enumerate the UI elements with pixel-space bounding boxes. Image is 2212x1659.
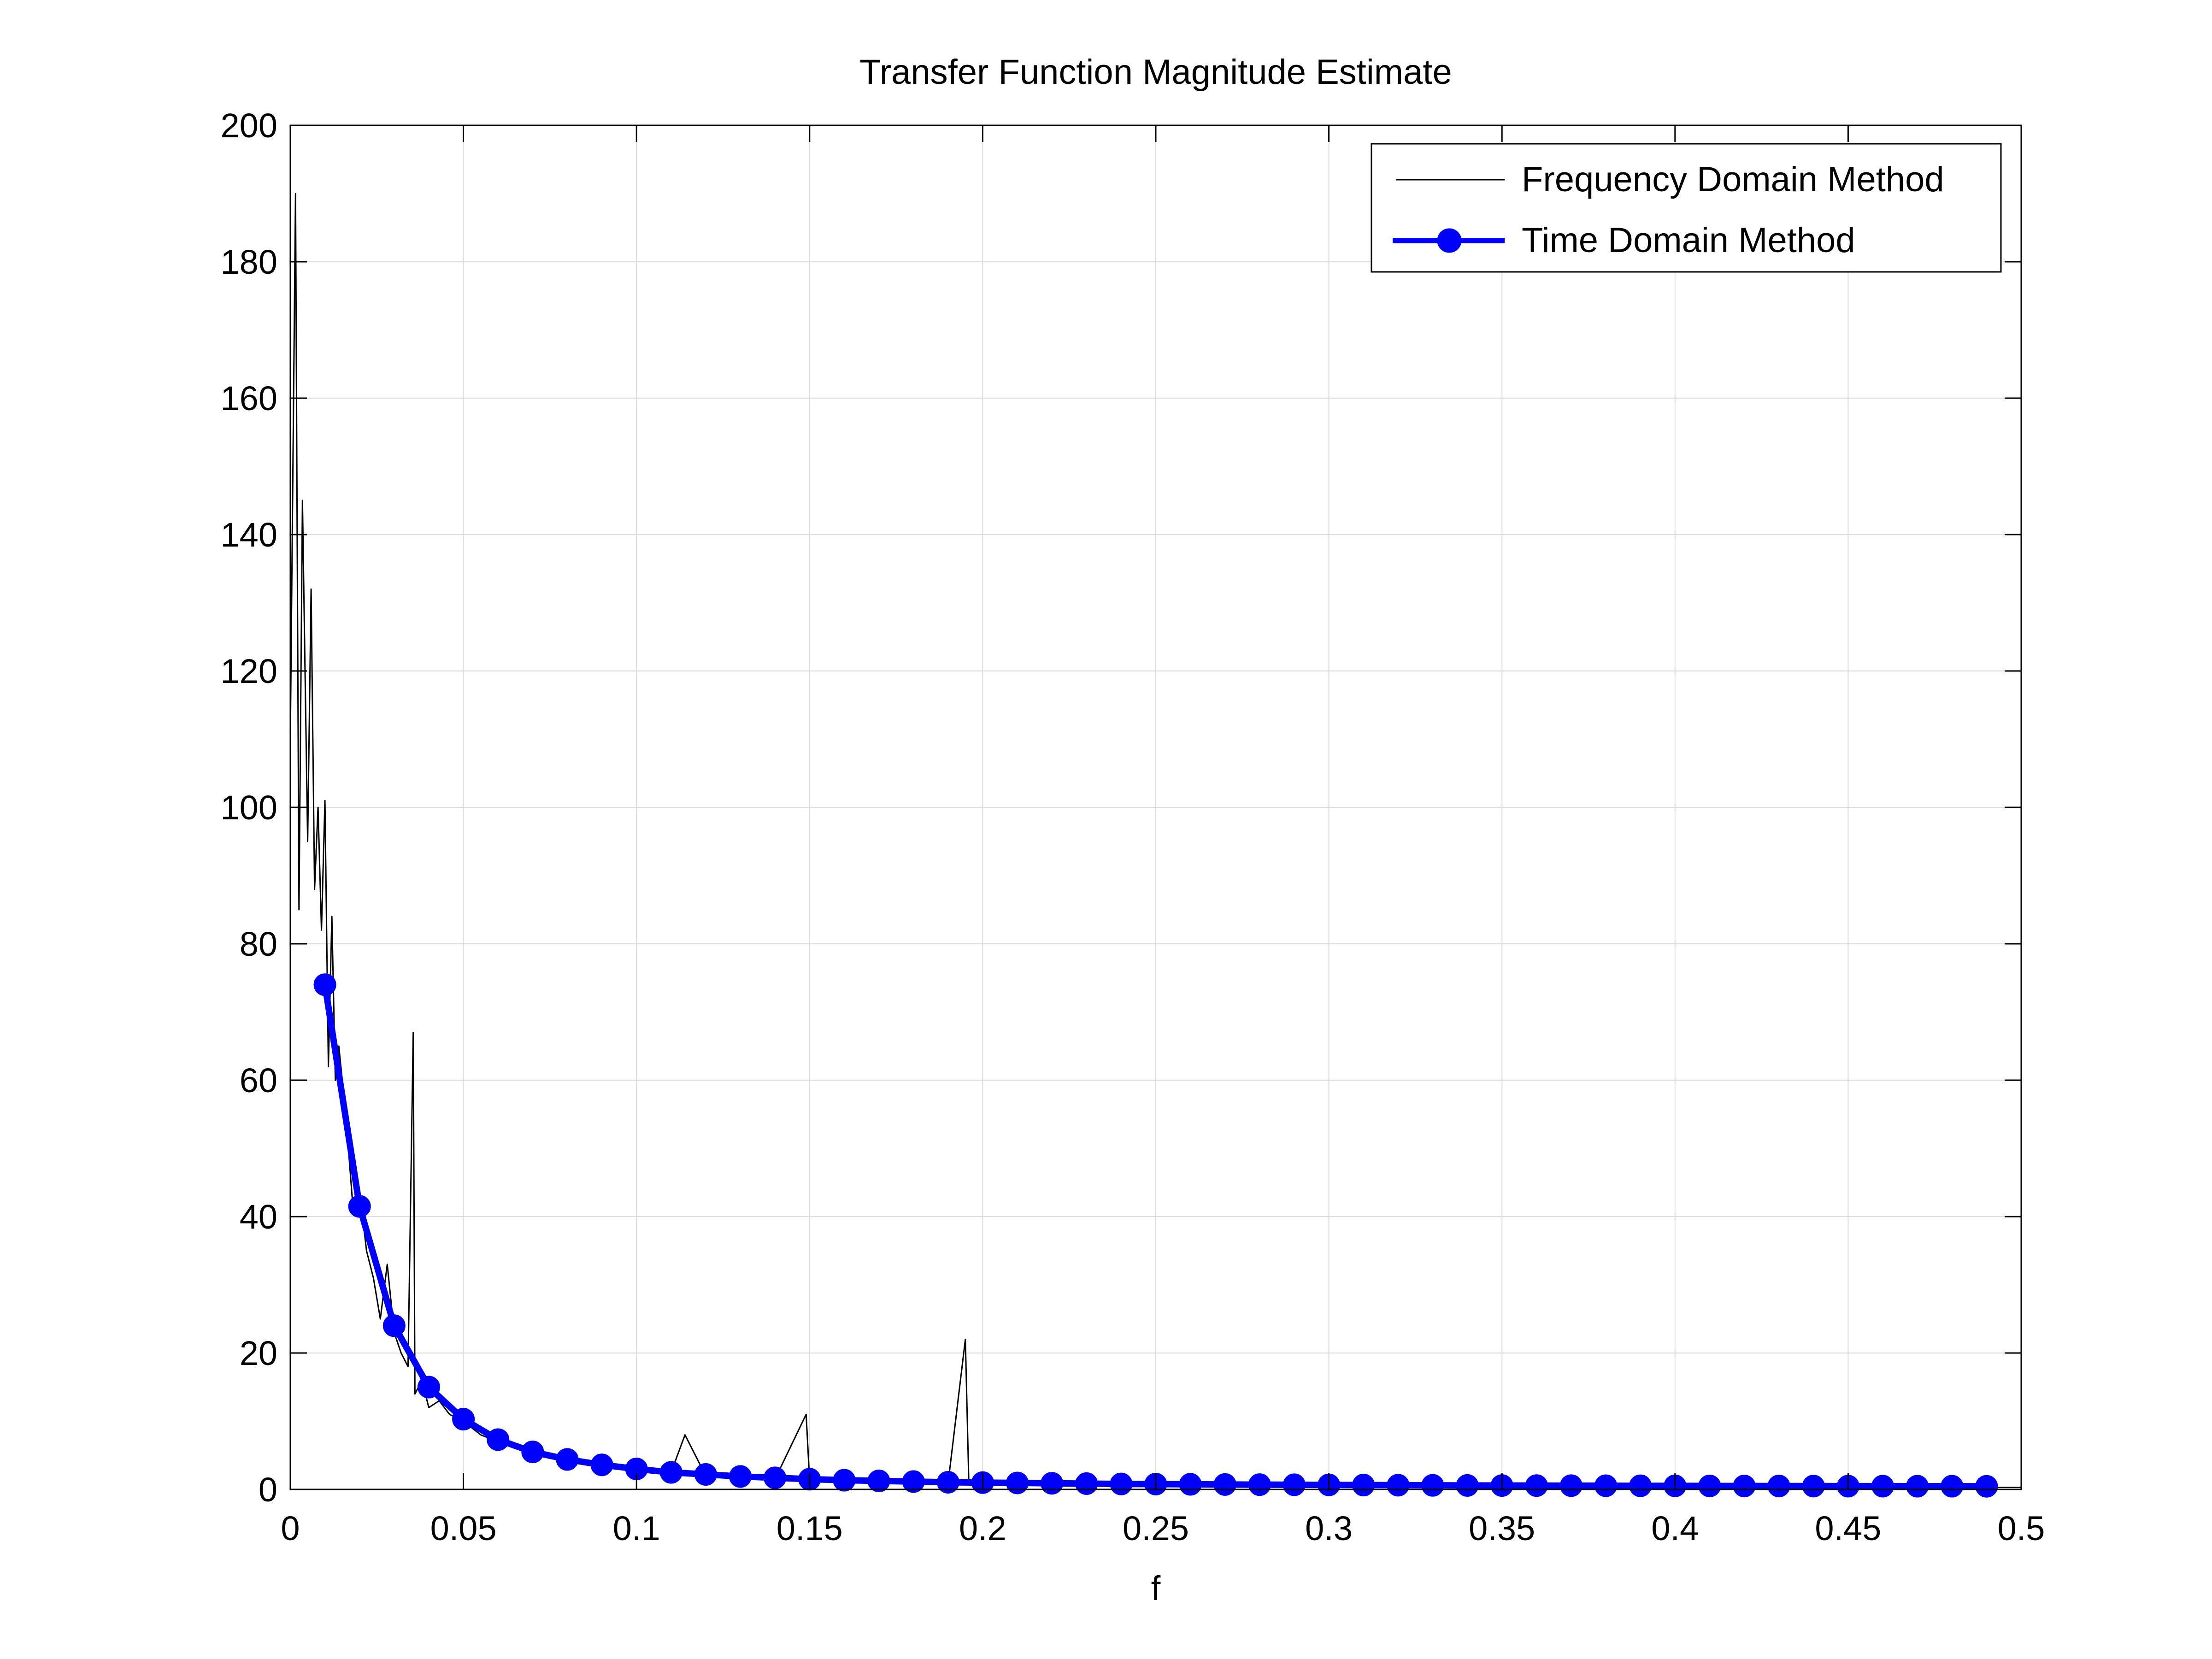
- time-domain-marker: [1767, 1475, 1790, 1498]
- time-domain-marker: [452, 1408, 475, 1431]
- time-domain-marker: [1248, 1473, 1271, 1496]
- time-domain-marker: [867, 1470, 890, 1492]
- y-tick-label: 160: [221, 379, 277, 418]
- chart-title: Transfer Function Magnitude Estimate: [859, 53, 1452, 92]
- axes-ticks: 0 0.05 0.1 0.15 0.2 0.25 0.3 0.35 0.4 0.45 0.5 0 20 4…: [221, 106, 2045, 1547]
- time-domain-marker: [1352, 1474, 1375, 1497]
- x-tick-label: 0.45: [1815, 1509, 1881, 1547]
- x-tick-label: 0.4: [1651, 1509, 1699, 1547]
- time-domain-marker: [1906, 1475, 1929, 1498]
- legend-label-frequency-domain: Frequency Domain Method: [1522, 160, 1944, 199]
- x-tick-label: 0.15: [777, 1509, 843, 1547]
- time-domain-marker: [936, 1471, 959, 1494]
- time-domain-marker: [902, 1470, 925, 1493]
- y-tick-label: 140: [221, 516, 277, 554]
- time-domain-marker: [1179, 1473, 1202, 1496]
- x-tick-label: 0.1: [613, 1509, 660, 1547]
- y-tick-label: 40: [240, 1198, 277, 1236]
- y-tick-label: 20: [240, 1334, 277, 1372]
- time-domain-marker: [1387, 1474, 1410, 1497]
- x-tick-label: 0.5: [1998, 1509, 2045, 1547]
- x-tick-label: 0.05: [430, 1509, 497, 1547]
- legend-box: [1371, 143, 2002, 273]
- time-domain-marker: [1041, 1472, 1064, 1495]
- time-domain-marker: [1075, 1472, 1098, 1495]
- time-domain-marker: [833, 1469, 856, 1492]
- legend-marker-time-domain: [1437, 228, 1462, 253]
- y-tick-label: 80: [240, 925, 277, 963]
- time-domain-marker: [1110, 1472, 1133, 1495]
- time-domain-marker: [764, 1466, 787, 1489]
- time-domain-marker: [659, 1461, 682, 1484]
- time-domain-marker: [1213, 1473, 1236, 1496]
- time-domain-marker: [382, 1314, 406, 1337]
- y-tick-label: 200: [221, 106, 277, 145]
- y-tick-label: 120: [221, 652, 277, 690]
- time-domain-marker: [556, 1448, 579, 1471]
- time-domain-marker: [1006, 1471, 1029, 1494]
- time-domain-marker: [521, 1441, 544, 1464]
- time-domain-marker: [487, 1428, 510, 1451]
- time-domain-marker: [1871, 1475, 1894, 1498]
- time-domain-marker: [1594, 1474, 1618, 1497]
- time-domain-marker: [348, 1195, 371, 1218]
- x-axis-label: f: [1151, 1569, 1161, 1607]
- legend-label-time-domain: Time Domain Method: [1522, 221, 1855, 260]
- time-domain-marker: [1802, 1475, 1825, 1498]
- time-domain-marker: [590, 1453, 613, 1477]
- x-tick-label: 0.25: [1123, 1509, 1189, 1547]
- time-domain-marker: [1941, 1475, 1964, 1498]
- x-tick-label: 0.35: [1469, 1509, 1535, 1547]
- x-tick-label: 0.3: [1305, 1509, 1353, 1547]
- legend: Frequency Domain Method Time Domain Meth…: [1371, 143, 2002, 273]
- y-tick-label: 0: [259, 1471, 277, 1509]
- time-domain-marker: [417, 1376, 440, 1399]
- time-domain-marker: [1456, 1474, 1479, 1497]
- time-domain-marker: [313, 973, 336, 996]
- time-domain-marker: [694, 1463, 717, 1486]
- y-tick-label: 60: [240, 1061, 277, 1100]
- time-domain-marker: [1525, 1474, 1548, 1497]
- y-tick-label: 180: [221, 243, 277, 281]
- x-tick-label: 0.2: [959, 1509, 1006, 1547]
- time-domain-marker: [729, 1465, 752, 1488]
- time-domain-marker: [1698, 1474, 1721, 1497]
- y-tick-label: 100: [221, 788, 277, 827]
- time-domain-marker: [1733, 1475, 1756, 1498]
- time-domain-marker: [1975, 1475, 1998, 1498]
- x-tick-label: 0: [281, 1509, 300, 1547]
- time-domain-marker: [1559, 1474, 1583, 1497]
- time-domain-marker: [1282, 1473, 1306, 1496]
- time-domain-marker: [1629, 1474, 1652, 1497]
- time-domain-marker: [1421, 1474, 1444, 1497]
